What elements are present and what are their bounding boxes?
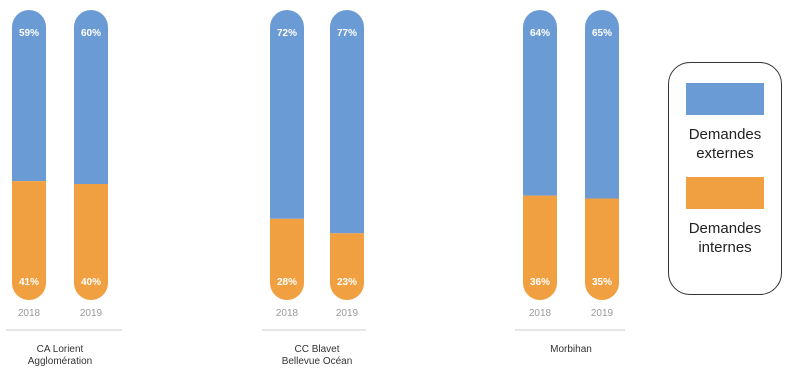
group-label: Bellevue Océan	[282, 356, 353, 367]
data-label-externes: 65%	[592, 28, 612, 39]
data-label-internes: 23%	[337, 277, 357, 288]
group-label: Agglomération	[28, 356, 92, 367]
bar-segment-internes	[12, 181, 46, 300]
bar-segment-externes	[74, 10, 108, 184]
data-label-internes: 41%	[19, 277, 39, 288]
x-tick-label: 2019	[591, 308, 614, 319]
bar-segment-externes	[270, 10, 304, 219]
bar-segment-internes	[523, 195, 557, 300]
data-label-externes: 64%	[530, 28, 550, 39]
x-tick-label: 2018	[529, 308, 552, 319]
bar-segment-internes	[585, 198, 619, 300]
group-label: CA Lorient	[37, 344, 84, 355]
legend-swatch-internes	[686, 177, 764, 209]
data-label-internes: 36%	[530, 277, 550, 288]
data-label-internes: 40%	[81, 277, 101, 288]
bar-segment-externes	[585, 10, 619, 199]
x-tick-label: 2018	[276, 308, 299, 319]
bar-segment-internes	[74, 184, 108, 300]
data-label-internes: 35%	[592, 277, 612, 288]
data-label-externes: 59%	[19, 28, 39, 39]
legend-swatch-externes	[686, 83, 764, 115]
bar-segment-externes	[523, 10, 557, 196]
bar-segment-internes	[330, 233, 364, 300]
legend-item-internes: Demandes internes	[675, 177, 775, 257]
group-label: CC Blavet	[294, 344, 339, 355]
legend-label-internes: Demandes internes	[688, 220, 762, 256]
data-label-externes: 72%	[277, 28, 297, 39]
group-label: Morbihan	[550, 344, 592, 355]
legend-item-externes: Demandes externes	[675, 83, 775, 163]
x-tick-label: 2019	[80, 308, 103, 319]
stacked-bar-chart: 59% 41% 2018 60% 40% 2019 CA LorientAgglomérat…	[6, 10, 625, 367]
data-label-internes: 28%	[277, 277, 297, 288]
x-tick-label: 2019	[336, 308, 359, 319]
bar-segment-internes	[270, 218, 304, 300]
data-label-externes: 60%	[81, 28, 101, 39]
x-tick-label: 2018	[18, 308, 41, 319]
data-label-externes: 77%	[337, 28, 357, 39]
legend: Demandes externes Demandes internes	[668, 62, 782, 295]
bar-segment-externes	[330, 10, 364, 234]
bar-segment-externes	[12, 10, 46, 182]
legend-label-externes: Demandes externes	[688, 126, 762, 162]
